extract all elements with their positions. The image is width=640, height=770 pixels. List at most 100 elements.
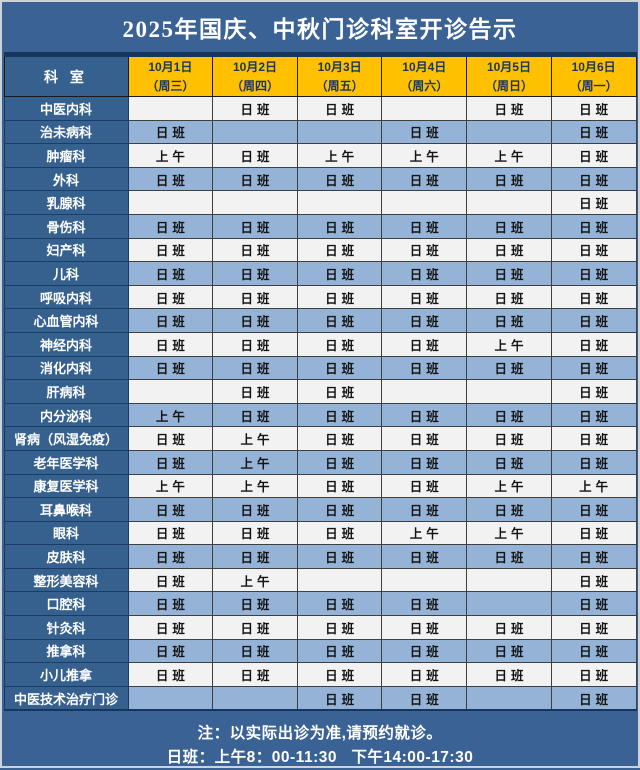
- table-row: 乳腺科 日班: [3, 190, 637, 215]
- schedule-cell: 日班: [212, 237, 298, 263]
- table-row: 小儿推拿 日班 日班 日班 日班 日班 日班: [3, 662, 637, 687]
- dept-label: 皮肤科: [3, 544, 129, 569]
- schedule-cell: 日班: [381, 331, 468, 357]
- schedule-cell: 日班: [127, 449, 214, 475]
- schedule-cell: 日班: [296, 591, 383, 617]
- schedule-cell: 日班: [466, 426, 552, 451]
- schedule-cell: 日班: [550, 190, 637, 215]
- schedule-cell: 日班: [466, 662, 552, 687]
- schedule-cell: 日班: [550, 685, 637, 711]
- schedule-cell: 上午: [466, 143, 552, 168]
- schedule-cell: 上午: [127, 473, 214, 499]
- dept-label: 肾病（风湿免疫）: [3, 426, 129, 451]
- schedule-cell: 日班: [296, 308, 383, 333]
- schedule-cell: 上午: [127, 402, 214, 428]
- footer-notes: 注：以实际出诊为准,请预约就诊。 日班：上午8：00-11:30 下午14:00…: [2, 722, 638, 770]
- schedule-cell: 日班: [296, 426, 383, 451]
- schedule-cell: 日班: [127, 213, 214, 239]
- table-row: 肿瘤科 上午 日班 上午 上午 上午 日班: [3, 143, 637, 168]
- schedule-cell: [127, 685, 214, 711]
- schedule-cell: 日班: [212, 379, 298, 404]
- dept-label: 乳腺科: [3, 190, 129, 215]
- dept-label: 康复医学科: [3, 473, 129, 499]
- schedule-cell: 日班: [127, 119, 214, 145]
- page-title: 2025年国庆、中秋门诊科室开诊告示: [122, 17, 518, 42]
- table-row: 皮肤科 日班 日班 日班 日班 日班 日班: [3, 544, 637, 569]
- dept-label: 骨伤科: [3, 213, 129, 239]
- dept-label: 针灸科: [3, 615, 129, 640]
- schedule-cell: 日班: [550, 567, 637, 593]
- table-row: 神经内科 日班 日班 日班 日班 上午 日班: [3, 331, 637, 357]
- weekday-text: （周一）: [569, 78, 618, 93]
- schedule-cell: 日班: [381, 261, 468, 286]
- schedule-cell: 上午: [212, 473, 298, 499]
- dept-label: 神经内科: [3, 331, 129, 357]
- table-row: 儿科 日班 日班 日班 日班 日班 日班: [3, 261, 637, 286]
- schedule-cell: 日班: [550, 96, 637, 121]
- dept-label: 治未病科: [3, 119, 129, 145]
- schedule-cell: 日班: [212, 615, 298, 640]
- schedule-cell: 日班: [296, 615, 383, 640]
- schedule-cell: [381, 96, 468, 121]
- schedule-cell: 日班: [381, 662, 468, 687]
- schedule-cell: [212, 119, 298, 145]
- schedule-cell: 日班: [296, 261, 383, 286]
- schedule-cell: 日班: [550, 355, 637, 381]
- schedule-cell: 日班: [381, 497, 468, 522]
- weekday-text: （周日）: [484, 78, 533, 93]
- schedule-cell: 日班: [127, 331, 214, 357]
- schedule-cell: 日班: [550, 213, 637, 239]
- table-row: 治未病科 日班 日班 日班: [3, 119, 637, 145]
- dept-label: 儿科: [3, 261, 129, 286]
- schedule-cell: 日班: [296, 96, 383, 121]
- schedule-cell: 日班: [212, 143, 298, 168]
- table-row: 耳鼻喉科 日班 日班 日班 日班 日班 日班: [3, 497, 637, 522]
- weekday-text: （周五）: [315, 78, 364, 93]
- schedule-cell: 日班: [466, 213, 552, 239]
- schedule-cell: 日班: [212, 213, 298, 239]
- table-row: 呼吸内科 日班 日班 日班 日班 日班 日班: [3, 284, 637, 310]
- date-text: 10月2日: [232, 59, 277, 74]
- dept-label: 心血管内科: [3, 308, 129, 333]
- schedule-cell: 日班: [550, 284, 637, 310]
- schedule-cell: 上午: [212, 567, 298, 593]
- note-disclaimer: 注：以实际出诊为准,请预约就诊。: [197, 725, 443, 743]
- table-row: 整形美容科 日班 上午 日班: [3, 567, 637, 593]
- dept-label: 中医技术治疗门诊: [3, 685, 129, 711]
- dept-label: 外科: [3, 166, 129, 192]
- date-header: 10月4日 （周六）: [381, 54, 468, 97]
- schedule-cell: [466, 190, 552, 215]
- table-row: 康复医学科 上午 上午 日班 日班 上午 上午: [3, 473, 637, 499]
- schedule-cell: 日班: [212, 166, 298, 192]
- schedule-cell: 日班: [212, 662, 298, 687]
- table-row: 内分泌科 上午 日班 日班 日班 日班 日班: [3, 402, 637, 428]
- table-row: 口腔科 日班 日班 日班 日班 日班: [3, 591, 637, 617]
- schedule-cell: 日班: [550, 638, 637, 664]
- schedule-cell: 上午: [127, 143, 214, 168]
- schedule-cell: 日班: [381, 166, 468, 192]
- date-text: 10月1日: [148, 59, 193, 74]
- schedule-cell: 日班: [212, 497, 298, 522]
- title-bar: 2025年国庆、中秋门诊科室开诊告示: [2, 2, 638, 52]
- date-text: 10月5日: [486, 59, 531, 74]
- schedule-cell: 日班: [127, 355, 214, 381]
- schedule-cell: 日班: [466, 402, 552, 428]
- schedule-cell: 日班: [550, 591, 637, 617]
- schedule-cell: 日班: [466, 497, 552, 522]
- dept-label: 肝病科: [3, 379, 129, 404]
- schedule-cell: [381, 567, 468, 593]
- schedule-cell: [466, 379, 552, 404]
- schedule-cell: 日班: [550, 497, 637, 522]
- schedule-cell: 日班: [381, 355, 468, 381]
- schedule-cell: 日班: [466, 96, 552, 121]
- schedule-cell: [466, 119, 552, 145]
- schedule-cell: 日班: [381, 426, 468, 451]
- schedule-cell: [212, 190, 298, 215]
- schedule-cell: 日班: [550, 237, 637, 263]
- schedule-cell: 日班: [550, 544, 637, 569]
- table-row: 消化内科 日班 日班 日班 日班 日班 日班: [3, 355, 637, 381]
- schedule-cell: [212, 685, 298, 711]
- schedule-cell: 日班: [466, 615, 552, 640]
- schedule-cell: 日班: [381, 402, 468, 428]
- schedule-cell: 日班: [296, 685, 383, 711]
